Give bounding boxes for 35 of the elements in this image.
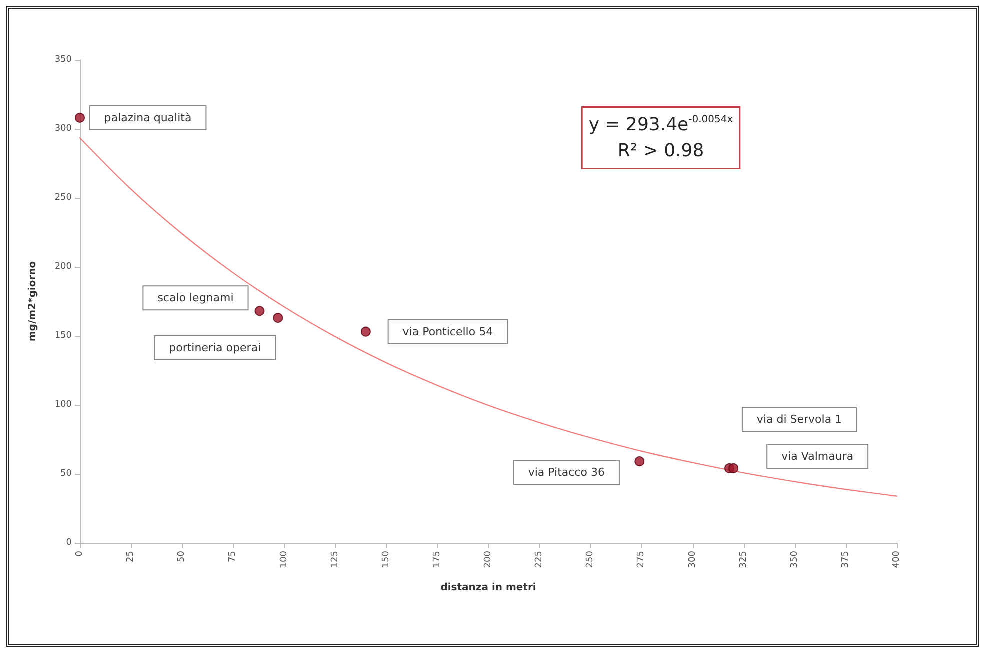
annotation: via Ponticello 54 bbox=[402, 325, 494, 338]
x-tick-label: 375 bbox=[840, 551, 851, 568]
x-tick-label: 75 bbox=[228, 551, 238, 562]
x-tick-label: 250 bbox=[586, 550, 596, 568]
annotation: via Valmaura bbox=[782, 450, 854, 463]
annotation: R² > 0.98 bbox=[618, 140, 704, 162]
x-tick-label: 25 bbox=[126, 551, 136, 562]
y-tick-label: 0 bbox=[66, 538, 72, 548]
x-tick-label: 325 bbox=[738, 551, 749, 568]
y-tick-label: 300 bbox=[54, 124, 72, 134]
y-tick-label: 350 bbox=[54, 55, 72, 65]
x-tick-label: 225 bbox=[534, 551, 545, 568]
x-tick-label: 275 bbox=[636, 551, 647, 568]
y-axis-title: mg/m2*giorno bbox=[28, 261, 38, 342]
annotation: scalo legnami bbox=[158, 292, 234, 305]
x-tick-label: 100 bbox=[279, 550, 290, 568]
x-tick-label: 300 bbox=[688, 550, 698, 568]
y-tick-label: 150 bbox=[54, 331, 72, 341]
x-tick-label: 350 bbox=[790, 550, 800, 568]
annotation: palazina qualità bbox=[104, 111, 192, 124]
y-tick-label: 200 bbox=[54, 262, 72, 272]
annotation: via Pitacco 36 bbox=[528, 466, 605, 480]
annotation: portineria operai bbox=[169, 342, 262, 355]
x-tick-label: 175 bbox=[432, 551, 442, 568]
annotation: via di Servola 1 bbox=[756, 412, 842, 426]
x-tick-label: 125 bbox=[330, 551, 340, 568]
x-tick-label: 0 bbox=[75, 550, 85, 557]
y-tick-label: 100 bbox=[54, 400, 72, 410]
y-tick-label: 250 bbox=[54, 193, 72, 203]
x-tick-label: 200 bbox=[484, 550, 494, 568]
x-tick-label: 50 bbox=[177, 550, 188, 562]
x-tick-label: 150 bbox=[381, 550, 392, 568]
x-tick-label: 400 bbox=[892, 550, 902, 568]
y-tick-label: 50 bbox=[60, 469, 72, 479]
x-axis-title: distanza in metri bbox=[440, 582, 536, 594]
